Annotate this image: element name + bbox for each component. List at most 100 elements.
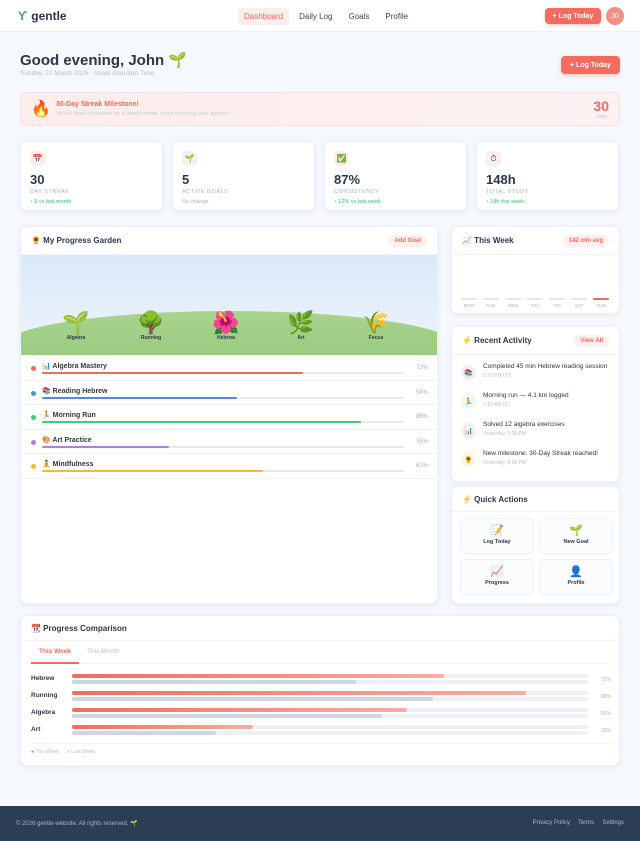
plant-2[interactable]: 🌺 Hebrew: [206, 311, 246, 342]
quick-action-label: Progress: [485, 580, 509, 586]
view-all-button[interactable]: View All: [574, 334, 609, 347]
goal-progress-track: [42, 470, 404, 472]
quick-action-label: New Goal: [563, 539, 589, 545]
comparison-label: Running: [31, 692, 58, 699]
nav-goals[interactable]: Goals: [348, 12, 370, 21]
goal-row[interactable]: 📚 Reading Hebrew 54%: [21, 381, 437, 405]
goal-dot: [31, 464, 36, 469]
goal-row[interactable]: 🏃 Morning Run 88%: [21, 405, 437, 430]
nav-profile[interactable]: Profile: [385, 12, 409, 21]
quick-action-icon: 📈: [490, 566, 504, 578]
stat-label: DAY STREAK: [30, 189, 70, 195]
this-week-bar: [72, 708, 408, 712]
goal-progress-fill: [42, 445, 169, 448]
quick-action-profile[interactable]: 👤 Profile: [539, 559, 613, 595]
goal-progress-track: [42, 372, 404, 374]
day-bar-sun: SUN: [593, 298, 609, 308]
comparison-percent: 72%: [600, 677, 611, 683]
this-week-track: [72, 691, 588, 695]
day-bar: [549, 298, 565, 300]
logo-text: gentle: [31, 9, 67, 23]
terms-link[interactable]: Terms: [577, 820, 595, 826]
goal-percent: 88%: [415, 414, 428, 420]
last-week-bar: [72, 680, 356, 684]
plant-label: Hebrew: [216, 335, 236, 341]
activity-time: Yesterday, 8:45 PM: [483, 460, 527, 466]
goal-name: 🧘 Mindfulness: [42, 461, 94, 468]
this-week-bar: [72, 674, 444, 678]
goal-name: 🏃 Morning Run: [42, 412, 96, 419]
this-week-bar: [72, 725, 253, 729]
plant-label: Running: [140, 335, 162, 341]
activity-icon: 📚: [461, 365, 476, 380]
day-label: SUN: [596, 303, 606, 308]
quick-action-new-goal[interactable]: 🌱 New Goal: [539, 518, 613, 554]
plant-0[interactable]: 🌱 Algebra: [56, 310, 96, 342]
avatar[interactable]: JD: [606, 7, 624, 25]
day-bar-wed: WED: [505, 298, 521, 308]
quick-action-icon: 🌱: [569, 525, 583, 537]
comparison-row: Hebrew 72%: [31, 673, 611, 690]
day-bar: [571, 298, 587, 300]
comparison-percent: 35%: [600, 728, 611, 734]
goal-row[interactable]: 🎨 Art Practice 35%: [21, 430, 437, 454]
goal-name: 📚 Reading Hebrew: [42, 387, 108, 395]
nav-daily-log[interactable]: Daily Log: [299, 12, 333, 21]
quick-action-icon: 👤: [569, 566, 583, 578]
banner-text: You've been consistent for a whole month…: [56, 111, 229, 117]
banner-unit: days: [596, 114, 607, 120]
stat-label: CONSISTENCY: [334, 189, 380, 195]
activity-time: Yesterday, 9:00 PM: [483, 431, 527, 437]
goal-row[interactable]: 🧘 Mindfulness 61%: [21, 454, 437, 479]
date-subtitle: Sunday, 22 March 2026 · Israel Standard …: [20, 70, 155, 77]
last-week-track: [72, 714, 588, 718]
day-label: FRI: [553, 303, 561, 308]
stat-card-consistency: ✅ 87% CONSISTENCY ↑ 12% vs last week: [324, 141, 467, 211]
activity-text: Completed 45 min Hebrew reading session: [483, 363, 608, 370]
goal-name: 📊 Algebra Mastery: [42, 363, 107, 370]
goal-progress-track: [42, 445, 404, 448]
progress-comparison-card: 📆 Progress Comparison This Week This Mon…: [20, 615, 620, 766]
plant-4[interactable]: 🌾 Focus: [356, 310, 396, 342]
activity-icon: 📊: [461, 423, 476, 438]
settings-link[interactable]: Settings: [602, 820, 624, 826]
plant-icon: 🌱: [62, 310, 90, 335]
activity-time: 2:30 PM IST: [483, 373, 511, 379]
goal-row[interactable]: 📊 Algebra Mastery 72%: [21, 356, 437, 381]
comparison-legend: ● This Week ● Last Week: [31, 749, 95, 755]
plant-icon: 🌾: [362, 310, 390, 335]
garden-title: 🌻 My Progress Garden: [31, 236, 122, 245]
activity-item[interactable]: 📚 Completed 45 min Hebrew reading session…: [461, 361, 616, 389]
plant-icon: 🌳: [137, 310, 165, 335]
day-label: THU: [530, 303, 540, 308]
log-today-button[interactable]: + Log Today: [561, 56, 620, 74]
sprout-icon: ϒ: [18, 9, 28, 23]
activity-item[interactable]: 🏃 Morning run — 4.1 km logged 7:15 AM IST: [461, 390, 616, 418]
plant-3[interactable]: 🌿 Art: [281, 311, 321, 342]
day-bar-mon: MON: [461, 298, 477, 308]
nav-log-today-button[interactable]: + Log Today: [545, 8, 601, 24]
activity-icon: 🌻: [461, 452, 476, 467]
banner-title: 30-Day Streak Milestone!: [56, 101, 139, 108]
day-bar: [593, 298, 609, 300]
tab-this-month[interactable]: This Month: [87, 648, 120, 655]
comparison-percent: 65%: [600, 711, 611, 717]
last-week-track: [72, 697, 588, 701]
stat-card-streak: 📅 30 DAY STREAK ↑ 5 vs last month: [20, 141, 163, 211]
activity-item[interactable]: 📊 Solved 12 algebra exercises Yesterday, 9…: [461, 419, 616, 447]
plant-1[interactable]: 🌳 Running: [131, 310, 171, 342]
privacy-link[interactable]: Privacy Policy: [532, 820, 570, 826]
quick-action-log-today[interactable]: 📝 Log Today: [460, 518, 534, 554]
this-week-track: [72, 725, 588, 729]
comparison-title: 📆 Progress Comparison: [31, 623, 127, 633]
day-bar-fri: FRI: [549, 298, 565, 308]
quick-action-progress[interactable]: 📈 Progress: [460, 559, 534, 595]
goal-dot: [31, 439, 36, 445]
nav-dashboard[interactable]: Dashboard: [238, 8, 290, 25]
tab-this-week[interactable]: This Week: [31, 641, 79, 664]
quick-action-label: Log Today: [483, 539, 511, 545]
add-goal-button[interactable]: Add Goal: [388, 234, 427, 247]
activity-item[interactable]: 🌻 New milestone: 30-Day Streak reached! Ye…: [461, 448, 616, 476]
activity-icon: 🏃: [461, 394, 476, 409]
